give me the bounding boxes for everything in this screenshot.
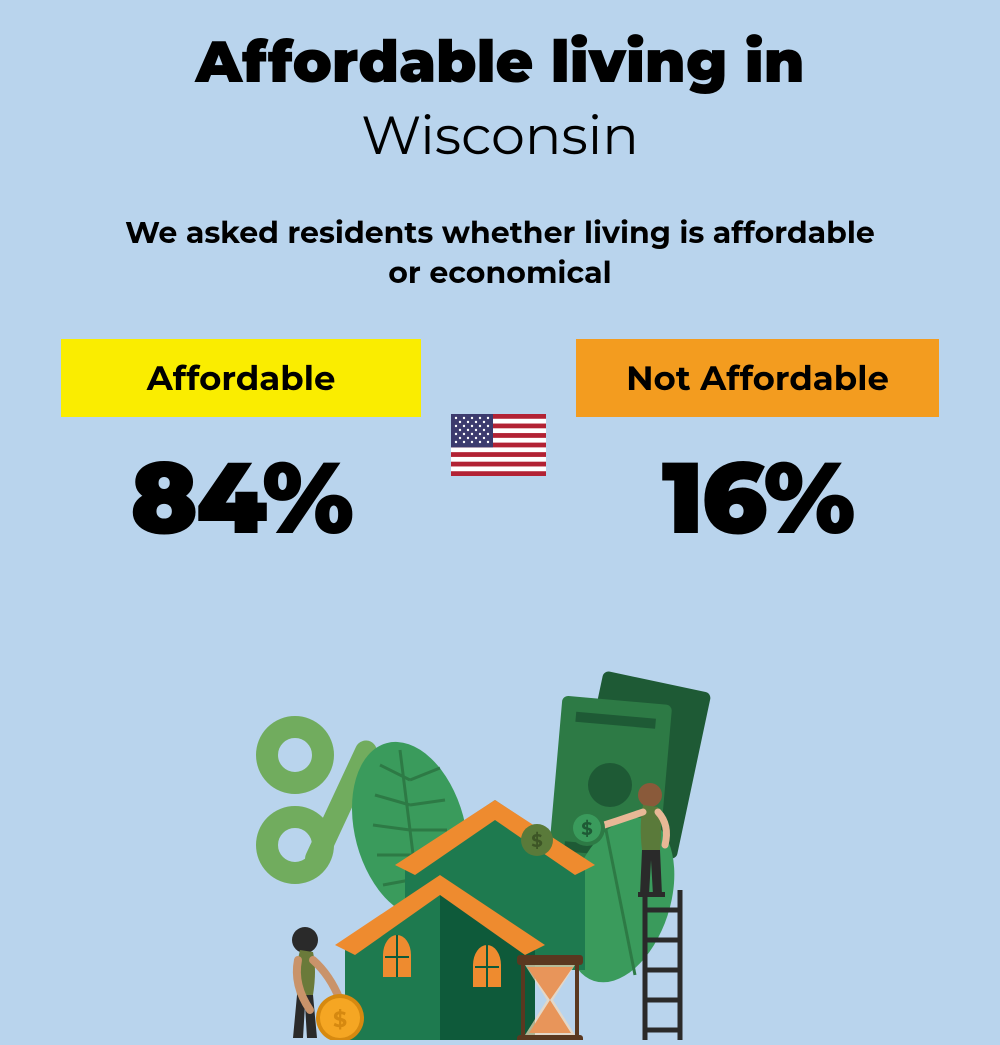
label-affordable: Affordable [61, 339, 421, 417]
house-savings-icon: $ [225, 660, 775, 1040]
label-not-affordable: Not Affordable [576, 339, 939, 417]
usa-flag-icon [451, 414, 546, 481]
svg-text:$: $ [581, 818, 592, 840]
svg-text:$: $ [333, 1006, 347, 1033]
stat-not-affordable: Not Affordable 16% [576, 339, 939, 559]
title-location: Wisconsin [361, 102, 639, 168]
stats-row: Affordable 84% [0, 339, 1000, 559]
title-line1: Affordable living in [196, 30, 805, 94]
value-not-affordable: 16% [662, 437, 854, 559]
svg-text:$: $ [531, 830, 542, 852]
stat-affordable: Affordable 84% [61, 339, 421, 559]
subtitle-text: We asked residents whether living is aff… [110, 213, 890, 294]
value-affordable: 84% [130, 437, 352, 559]
